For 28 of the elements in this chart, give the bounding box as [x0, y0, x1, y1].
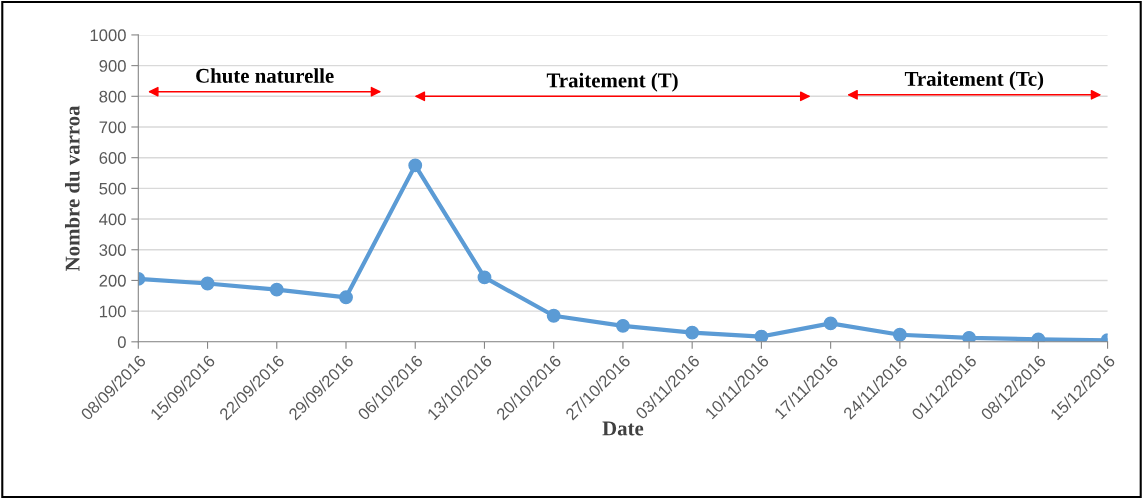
- point: [962, 330, 977, 342]
- point: [200, 276, 215, 291]
- y-tick-label: 400: [99, 213, 126, 226]
- annotation: Traitement (Tc): [904, 71, 1044, 91]
- y-tick-label: 200: [99, 274, 126, 287]
- y-tick-label: 100: [99, 305, 126, 318]
- annotation: Chute naturelle: [196, 68, 334, 83]
- y-tick-label: 300: [99, 244, 126, 256]
- x-axis-title: Date: [602, 421, 644, 436]
- point: [615, 318, 630, 333]
- y-tick-label: 700: [99, 121, 126, 134]
- y-tick-label: 900: [99, 60, 126, 72]
- y-tick-label: 500: [99, 182, 126, 195]
- point: [339, 290, 353, 305]
- point: [546, 308, 561, 323]
- point: [892, 327, 907, 342]
- y-tick-label: 1000: [90, 29, 126, 42]
- point: [754, 329, 769, 342]
- y-tick-label: 800: [99, 90, 126, 103]
- point: [685, 325, 700, 340]
- y-tick-label: 0: [117, 336, 126, 349]
- y-axis-title: Nombre du varroa: [64, 105, 80, 271]
- point: [477, 270, 492, 285]
- annotation: Traitement (T): [546, 72, 678, 92]
- point: [269, 282, 284, 297]
- point: [408, 158, 423, 173]
- point: [823, 316, 838, 331]
- y-tick-label: 600: [99, 152, 126, 164]
